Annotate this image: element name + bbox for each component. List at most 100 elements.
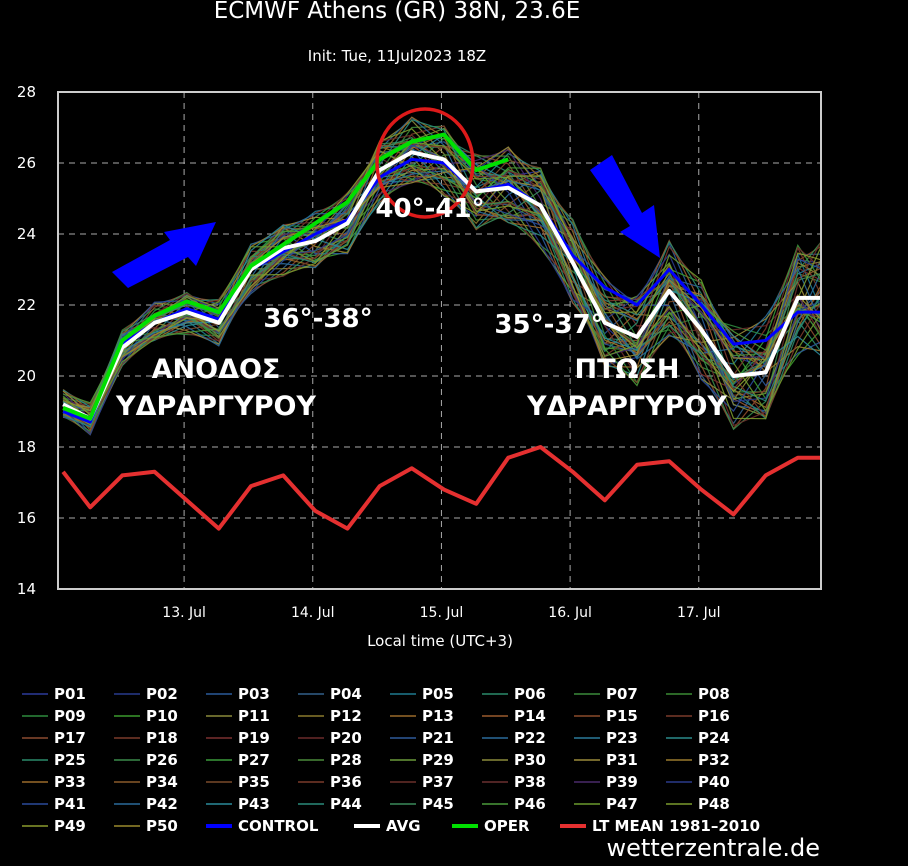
legend-label: P34 (146, 773, 178, 791)
legend-label: P35 (238, 773, 270, 791)
y-tick-label: 16 (17, 509, 36, 527)
legend-label: P36 (330, 773, 362, 791)
legend-label: P33 (54, 773, 86, 791)
legend-label: P20 (330, 729, 362, 747)
chart-subtitle: Init: Tue, 11Jul2023 18Z (308, 47, 486, 65)
range-label-2: 40°-41° (375, 194, 484, 224)
legend-label: P40 (698, 773, 730, 791)
legend-label: P22 (514, 729, 546, 747)
y-tick-label: 24 (17, 225, 36, 243)
x-axis: 13. Jul 14. Jul 15. Jul 16. Jul 17. Jul (162, 605, 720, 621)
series-line-avg (62, 150, 821, 421)
legend-label: P39 (606, 773, 638, 791)
legend-label: OPER (484, 817, 530, 835)
y-tick-label: 28 (17, 83, 36, 101)
legend-label: P49 (54, 817, 86, 835)
legend-label: P37 (422, 773, 454, 791)
legend-label: P04 (330, 685, 362, 703)
legend: P01 P02 P03 P04 P05 P06 P07 P08 P09 P10 P11 P12 P13 P… (22, 685, 760, 835)
x-tick-label: 17. Jul (677, 605, 721, 621)
legend-label: P30 (514, 751, 546, 769)
legend-label: P18 (146, 729, 178, 747)
legend-label: P26 (146, 751, 178, 769)
series-line-oper (62, 132, 509, 421)
legend-label: P31 (606, 751, 638, 769)
main-series (61, 132, 821, 531)
legend-label: P15 (606, 707, 638, 725)
legend-label: P45 (422, 795, 454, 813)
legend-label: P02 (146, 685, 178, 703)
fall-label-line1: ΠΤΩΣΗ (574, 354, 679, 385)
overlay-annotations: 36°-38° 40°-41° 35°-37° ΑΝΟΔΟΣ ΥΔΡΑΡΓΥΡΟ… (112, 107, 727, 422)
rise-label-line1: ΑΝΟΔΟΣ (152, 354, 281, 385)
range-label-1: 36°-38° (263, 304, 372, 334)
member-line-p42 (62, 170, 822, 412)
member-line-p37 (62, 134, 822, 427)
legend-label: P01 (54, 685, 86, 703)
rise-label-line2: ΥΔΡΑΡΓΥΡΟΥ (115, 391, 316, 422)
legend-label: P29 (422, 751, 454, 769)
member-line-p50 (62, 146, 822, 417)
legend-label: P16 (698, 707, 730, 725)
watermark: wetterzentrale.de (606, 834, 820, 862)
fall-label-line2: ΥΔΡΑΡΓΥΡΟΥ (526, 391, 727, 422)
arrow-down-icon (590, 155, 660, 258)
member-line-p35 (62, 159, 822, 406)
legend-label: P46 (514, 795, 546, 813)
legend-label: P09 (54, 707, 86, 725)
member-line-p18 (62, 125, 822, 435)
legend-label: P05 (422, 685, 454, 703)
legend-label: P28 (330, 751, 362, 769)
legend-label: P12 (330, 707, 362, 725)
x-tick-label: 13. Jul (162, 605, 206, 621)
legend-label: P24 (698, 729, 730, 747)
legend-label: P47 (606, 795, 638, 813)
legend-label: LT MEAN 1981–2010 (592, 817, 760, 835)
x-tick-label: 15. Jul (420, 605, 464, 621)
y-axis: 14 16 18 20 22 24 26 28 (17, 83, 36, 598)
legend-label: P42 (146, 795, 178, 813)
legend-label: P11 (238, 707, 270, 725)
y-tick-label: 26 (17, 154, 36, 172)
legend-label: P14 (514, 707, 546, 725)
legend-label: AVG (386, 817, 421, 835)
grid (58, 92, 821, 589)
member-line-p09 (62, 164, 822, 405)
legend-label: P38 (514, 773, 546, 791)
y-tick-label: 20 (17, 367, 36, 385)
x-tick-label: 16. Jul (548, 605, 592, 621)
y-tick-label: 14 (17, 580, 36, 598)
y-tick-label: 22 (17, 296, 36, 314)
legend-label: P07 (606, 685, 638, 703)
plot-frame (57, 91, 822, 590)
legend-label: P32 (698, 751, 730, 769)
ensemble-members (62, 116, 822, 436)
legend-label: P43 (238, 795, 270, 813)
peak-circle (375, 107, 475, 219)
arrow-up-icon (112, 222, 216, 288)
legend-label: P25 (54, 751, 86, 769)
chart-title: ECMWF Athens (GR) 38N, 23.6E (214, 0, 581, 24)
legend-label: P44 (330, 795, 362, 813)
legend-label: P50 (146, 817, 178, 835)
x-tick-label: 14. Jul (291, 605, 335, 621)
legend-label: P06 (514, 685, 546, 703)
legend-label: CONTROL (238, 817, 319, 835)
legend-label: P03 (238, 685, 270, 703)
member-line-p36 (62, 143, 822, 424)
legend-label: P21 (422, 729, 454, 747)
legend-label: P13 (422, 707, 454, 725)
legend-label: P19 (238, 729, 270, 747)
legend-label: P17 (54, 729, 86, 747)
legend-label: P10 (146, 707, 178, 725)
legend-label: P41 (54, 795, 86, 813)
series-line-control (62, 157, 821, 424)
legend-label: P48 (698, 795, 730, 813)
legend-label: P27 (238, 751, 270, 769)
legend-label: P08 (698, 685, 730, 703)
y-tick-label: 18 (17, 438, 36, 456)
range-label-3: 35°-37° (494, 310, 603, 340)
legend-label: P23 (606, 729, 638, 747)
